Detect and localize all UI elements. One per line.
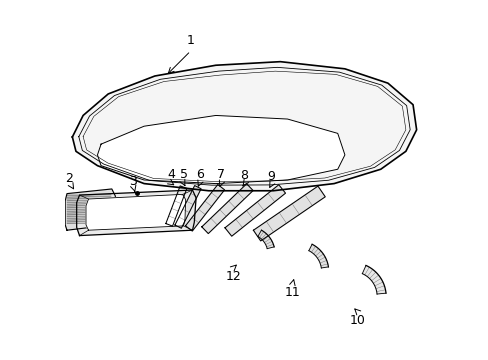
Text: 5: 5 bbox=[179, 168, 187, 181]
Polygon shape bbox=[202, 184, 253, 234]
Polygon shape bbox=[77, 190, 196, 235]
Polygon shape bbox=[185, 185, 224, 231]
Text: 6: 6 bbox=[195, 168, 203, 181]
Polygon shape bbox=[308, 244, 328, 268]
Polygon shape bbox=[86, 194, 185, 230]
Text: 11: 11 bbox=[285, 286, 300, 299]
Polygon shape bbox=[253, 186, 325, 241]
Text: 1: 1 bbox=[186, 34, 194, 47]
Polygon shape bbox=[362, 265, 385, 294]
Text: 2: 2 bbox=[65, 172, 73, 185]
Text: 8: 8 bbox=[240, 169, 248, 182]
Polygon shape bbox=[224, 185, 285, 236]
Polygon shape bbox=[175, 185, 201, 228]
Text: 12: 12 bbox=[225, 270, 241, 283]
Text: 7: 7 bbox=[217, 168, 225, 181]
Text: 10: 10 bbox=[349, 315, 365, 328]
Text: 3: 3 bbox=[129, 175, 137, 188]
Text: 4: 4 bbox=[167, 168, 175, 181]
Text: 9: 9 bbox=[267, 170, 275, 183]
Polygon shape bbox=[97, 116, 344, 184]
Polygon shape bbox=[165, 186, 186, 226]
Polygon shape bbox=[72, 62, 416, 191]
Polygon shape bbox=[257, 230, 274, 249]
Polygon shape bbox=[65, 189, 115, 230]
